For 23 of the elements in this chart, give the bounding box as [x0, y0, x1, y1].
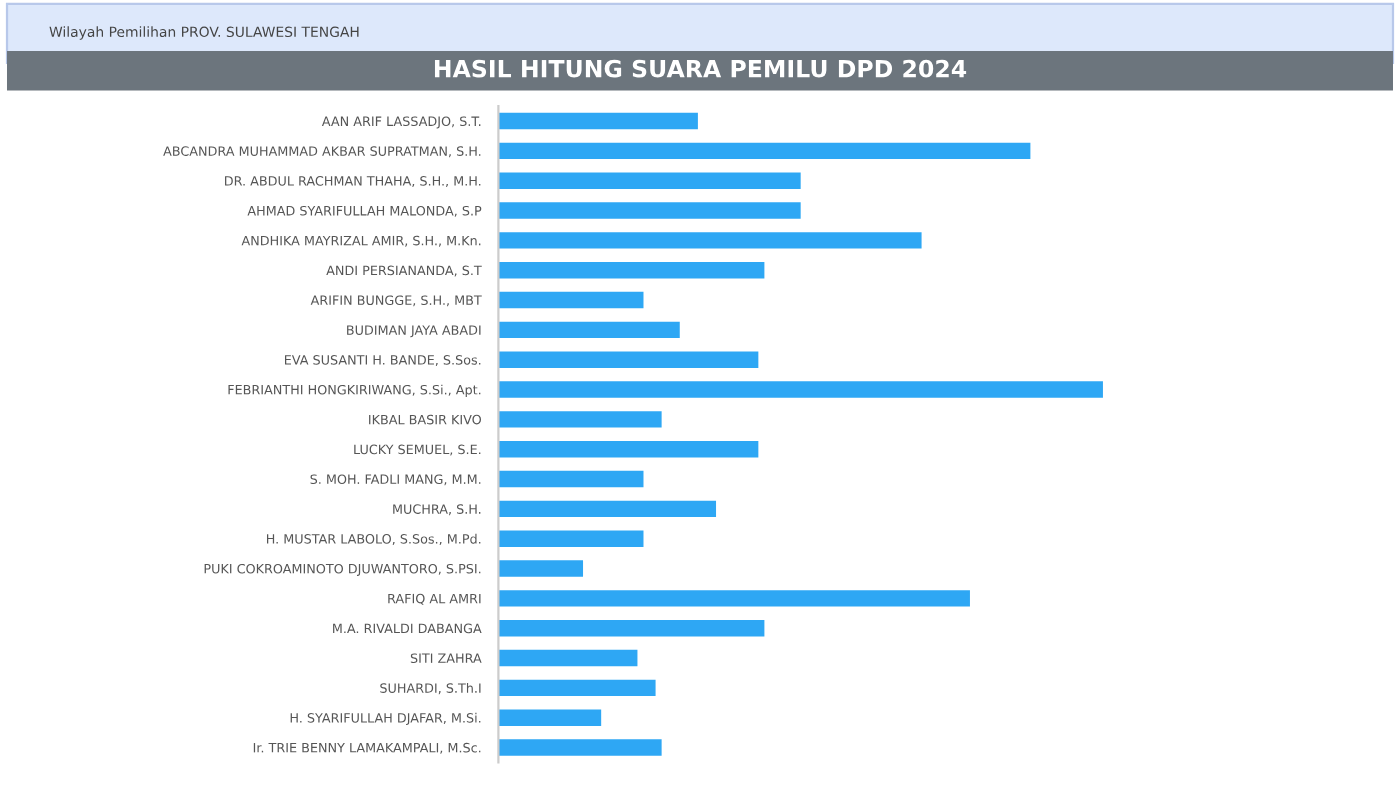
- bar: [498, 261, 765, 279]
- bar: [498, 500, 717, 518]
- bar: [498, 411, 662, 428]
- bar: [498, 560, 584, 577]
- bar: [498, 142, 1031, 160]
- bar: [498, 619, 765, 637]
- bar: [498, 709, 602, 726]
- bar: [498, 291, 644, 309]
- bar: [498, 172, 801, 189]
- chart-title: HASIL HITUNG SUARA PEMILU DPD 2024: [434, 59, 967, 78]
- bar: [498, 232, 922, 249]
- bar: [498, 381, 1103, 398]
- bar: [498, 351, 759, 368]
- bar: [498, 530, 644, 547]
- bar: [498, 649, 638, 667]
- bar: [498, 440, 759, 458]
- bar: [498, 679, 656, 697]
- bar: [498, 112, 698, 130]
- bar: [498, 202, 801, 219]
- bar: [498, 470, 644, 488]
- bar: [498, 321, 680, 339]
- bar: [498, 590, 970, 607]
- bar: [498, 739, 662, 756]
